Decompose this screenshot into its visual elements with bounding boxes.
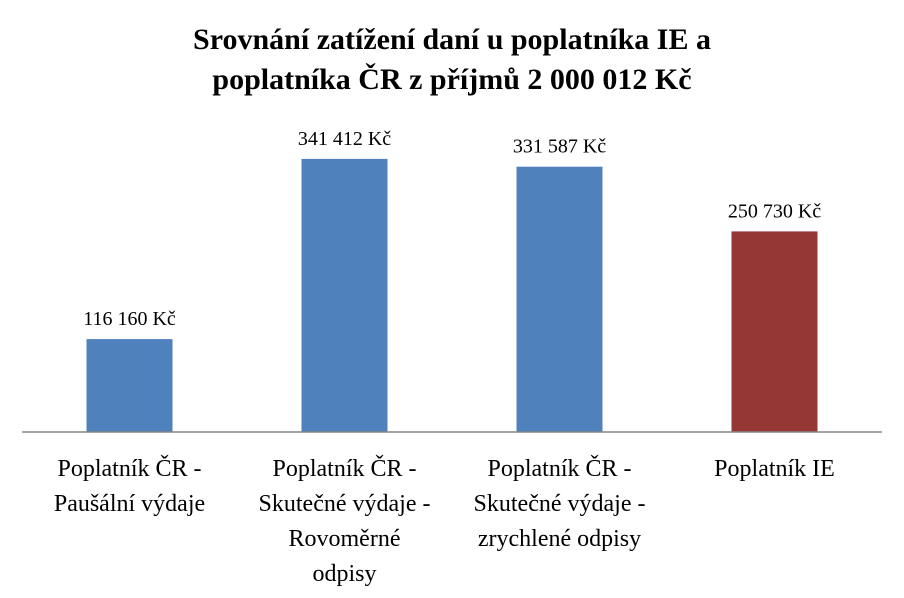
- value-label-1: 116 160 Kč: [83, 308, 176, 330]
- category-label-2-line-1: Poplatník ČR -: [272, 455, 416, 482]
- bars-group: [86, 158, 818, 432]
- category-labels-group: Poplatník ČR - Paušální výdaje Poplatník Č…: [54, 455, 835, 587]
- category-label-2-line-3: Rovoměrné: [289, 526, 401, 552]
- chart-title: Srovnání zatížení daní u poplatníka IE a…: [0, 20, 904, 100]
- category-label-2-line-2: Skutečné výdaje -: [259, 491, 431, 517]
- bar-2: [301, 158, 388, 432]
- category-label-4-line-1: Poplatník IE: [714, 456, 835, 482]
- bar-4: [731, 231, 818, 432]
- value-labels-group: 116 160 Kč 341 412 Kč 331 587 Kč 250 730 Kč: [83, 128, 821, 330]
- category-label-2-line-4: odpisy: [312, 561, 376, 587]
- bar-1: [86, 339, 173, 432]
- value-label-2: 341 412 Kč: [298, 128, 391, 150]
- value-label-3: 331 587 Kč: [513, 136, 606, 158]
- category-label-3-line-2: Skutečné výdaje -: [474, 491, 646, 517]
- chart-title-line-1: Srovnání zatížení daní u poplatníka IE a: [193, 23, 711, 56]
- category-label-1-line-2: Paušální výdaje: [54, 491, 205, 517]
- category-label-1-line-1: Poplatník ČR -: [57, 455, 201, 482]
- category-label-3-line-1: Poplatník ČR -: [487, 455, 631, 482]
- category-label-3-line-3: zrychlené odpisy: [478, 526, 641, 552]
- chart-title-line-2: poplatníka ČR z příjmů 2 000 012 Kč: [212, 63, 692, 96]
- value-label-4: 250 730 Kč: [728, 200, 821, 222]
- bar-3: [516, 166, 603, 432]
